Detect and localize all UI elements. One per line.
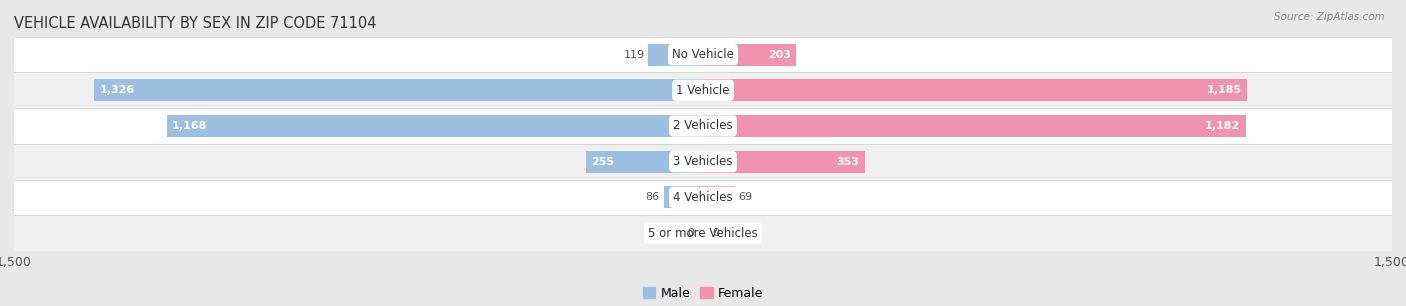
Text: 119: 119: [623, 50, 645, 60]
Bar: [94, 79, 703, 101]
Text: VEHICLE AVAILABILITY BY SEX IN ZIP CODE 71104: VEHICLE AVAILABILITY BY SEX IN ZIP CODE …: [14, 17, 377, 32]
Text: 1 Vehicle: 1 Vehicle: [676, 84, 730, 97]
Text: 0: 0: [686, 228, 693, 238]
Text: 353: 353: [837, 157, 859, 167]
Bar: [14, 180, 1392, 215]
Bar: [648, 43, 703, 66]
Text: 5 or more Vehicles: 5 or more Vehicles: [648, 226, 758, 240]
Bar: [14, 37, 1392, 73]
Bar: [703, 79, 1247, 101]
Bar: [703, 151, 865, 173]
Text: 3 Vehicles: 3 Vehicles: [673, 155, 733, 168]
Text: Source: ZipAtlas.com: Source: ZipAtlas.com: [1274, 12, 1385, 22]
Bar: [166, 115, 703, 137]
Bar: [703, 43, 796, 66]
Bar: [14, 73, 1392, 108]
Legend: Male, Female: Male, Female: [638, 282, 768, 305]
Text: 1,168: 1,168: [172, 121, 208, 131]
Text: 255: 255: [592, 157, 614, 167]
Bar: [703, 115, 1246, 137]
Text: No Vehicle: No Vehicle: [672, 48, 734, 61]
Bar: [14, 144, 1392, 180]
Text: 0: 0: [713, 228, 720, 238]
Bar: [586, 151, 703, 173]
Bar: [664, 186, 703, 208]
Text: 203: 203: [768, 50, 790, 60]
Bar: [14, 108, 1392, 144]
Bar: [14, 215, 1392, 251]
Bar: [703, 186, 735, 208]
Text: 1,326: 1,326: [100, 85, 135, 95]
Text: 69: 69: [738, 192, 752, 202]
Text: 2 Vehicles: 2 Vehicles: [673, 119, 733, 132]
Text: 1,185: 1,185: [1206, 85, 1241, 95]
Text: 86: 86: [645, 192, 659, 202]
Text: 4 Vehicles: 4 Vehicles: [673, 191, 733, 204]
Text: 1,182: 1,182: [1205, 121, 1240, 131]
